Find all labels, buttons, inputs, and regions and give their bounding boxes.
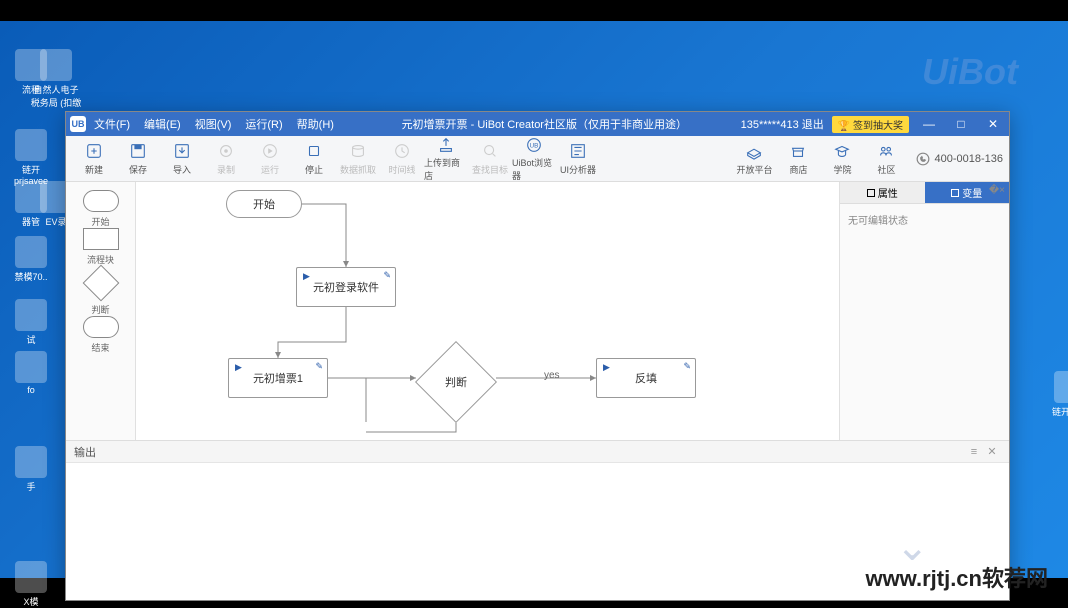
menu-item[interactable]: 运行(R) <box>245 119 282 131</box>
tab-properties[interactable]: 属性 <box>840 182 925 204</box>
flow-node-login[interactable]: ▶✎元初登录软件 <box>296 267 396 307</box>
palette-rect[interactable]: 流程块 <box>83 228 119 266</box>
flow-node-fill[interactable]: ▶✎反填 <box>596 358 696 398</box>
checkin-badge[interactable]: 🏆 签到抽大奖 <box>832 116 909 133</box>
toolbar-save-button[interactable]: 保存 <box>116 137 160 181</box>
toolbar: 新建保存导入录制运行停止数据抓取时间线上传到商店查找目标UBUiBot浏览器UI… <box>66 136 1009 182</box>
desktop-icon[interactable]: 试 <box>5 299 57 346</box>
app-icon: UB <box>70 116 86 132</box>
titlebar: UB 文件(F) 编辑(E) 视图(V) 运行(R) 帮助(H) 元初增票开票 - Ui… <box>66 112 1009 136</box>
properties-body: 无可编辑状态 <box>840 204 1009 235</box>
close-button[interactable]: ✕ <box>981 117 1005 131</box>
shape-palette: 开始流程块判断结束 <box>66 182 136 440</box>
browser-icon: UB <box>524 136 544 154</box>
toolbar-upload-button[interactable]: 上传到商店 <box>424 137 468 181</box>
toolbar-record-button: 录制 <box>204 137 248 181</box>
upload-icon <box>436 136 456 154</box>
menu-item[interactable]: 编辑(E) <box>144 119 181 131</box>
stop-icon <box>304 141 324 161</box>
palette-oval[interactable]: 结束 <box>83 316 119 354</box>
toolbar-browser-button[interactable]: UBUiBot浏览器 <box>512 137 556 181</box>
play-icon: ▶ <box>235 362 242 373</box>
play-icon: ▶ <box>603 362 610 373</box>
output-title: 输出 <box>74 444 96 460</box>
school-icon <box>832 141 852 161</box>
analyze-icon <box>568 141 588 161</box>
palette-diamond[interactable]: 判断 <box>83 266 119 316</box>
desktop-icon[interactable]: 禁模70.. <box>5 236 57 283</box>
desktop-icon[interactable]: 链开填板 <box>1044 371 1068 418</box>
flow-node-add[interactable]: ▶✎元初增票1 <box>228 358 328 398</box>
app-window: UB 文件(F) 编辑(E) 视图(V) 运行(R) 帮助(H) 元初增票开票 - Ui… <box>65 111 1010 601</box>
desktop-icon[interactable]: X模 <box>5 561 57 608</box>
toolbar-plus-button[interactable]: 新建 <box>72 137 116 181</box>
palette-oval[interactable]: 开始 <box>83 190 119 228</box>
plus-icon <box>84 141 104 161</box>
output-close-icon[interactable]: ✕ <box>983 445 1001 458</box>
flow-canvas[interactable]: 开始▶✎元初登录软件▶✎元初增票1判断▶✎反填 yes <box>136 182 839 440</box>
flow-node-start[interactable]: 开始 <box>226 190 302 218</box>
panel-close-icon[interactable]: �× <box>989 185 1005 196</box>
phone-number: 400-0018-136 <box>916 152 1003 166</box>
page-watermark: www.rjtj.cn软荐网 <box>865 561 1048 593</box>
platform-icon <box>744 141 764 161</box>
desktop-icon[interactable]: fo <box>5 351 57 395</box>
data-icon <box>348 141 368 161</box>
community-icon <box>876 141 896 161</box>
toolbar-stop-button[interactable]: 停止 <box>292 137 336 181</box>
desktop-icon[interactable]: 链开 prjsavee <box>5 129 57 186</box>
toolbar-analyze-button[interactable]: UI分析器 <box>556 137 600 181</box>
timeline-icon <box>392 141 412 161</box>
maximize-button[interactable]: □ <box>949 117 973 131</box>
desktop-icon[interactable]: 自然人电子税务局 (扣缴 <box>30 49 82 109</box>
save-icon <box>128 141 148 161</box>
edit-icon[interactable]: ✎ <box>315 361 323 372</box>
record-icon <box>216 141 236 161</box>
flow-node-judge[interactable]: 判断 <box>416 342 496 422</box>
toolbar-school-button[interactable]: 学院 <box>820 137 864 181</box>
run-icon <box>260 141 280 161</box>
store-icon <box>788 141 808 161</box>
edit-icon[interactable]: ✎ <box>683 361 691 372</box>
toolbar-run-button: 运行 <box>248 137 292 181</box>
toolbar-community-button[interactable]: 社区 <box>864 137 908 181</box>
menu-item[interactable]: 帮助(H) <box>297 119 334 131</box>
minimize-button[interactable]: — <box>917 117 941 131</box>
properties-panel: 属性 变量 �× 无可编辑状态 <box>839 182 1009 440</box>
uibot-watermark: UiBot <box>922 51 1018 93</box>
find-icon <box>480 141 500 161</box>
desktop-icon[interactable]: 手 <box>5 446 57 493</box>
toolbar-timeline-button: 时间线 <box>380 137 424 181</box>
user-info[interactable]: 135*****413 退出 <box>741 116 824 132</box>
output-menu-icon[interactable]: ≡ <box>965 446 983 458</box>
toolbar-platform-button[interactable]: 开放平台 <box>732 137 776 181</box>
toolbar-data-button: 数据抓取 <box>336 137 380 181</box>
edge-label: yes <box>544 370 560 381</box>
menu-item[interactable]: 文件(F) <box>94 119 130 131</box>
play-icon: ▶ <box>303 271 310 282</box>
window-title: 元初增票开票 - UiBot Creator社区版（仅用于非商业用途） <box>348 116 741 132</box>
import-icon <box>172 141 192 161</box>
toolbar-import-button[interactable]: 导入 <box>160 137 204 181</box>
edit-icon[interactable]: ✎ <box>383 270 391 281</box>
svg-text:UB: UB <box>530 142 539 149</box>
toolbar-store-button[interactable]: 商店 <box>776 137 820 181</box>
menu-item[interactable]: 视图(V) <box>195 119 232 131</box>
toolbar-find-button: 查找目标 <box>468 137 512 181</box>
